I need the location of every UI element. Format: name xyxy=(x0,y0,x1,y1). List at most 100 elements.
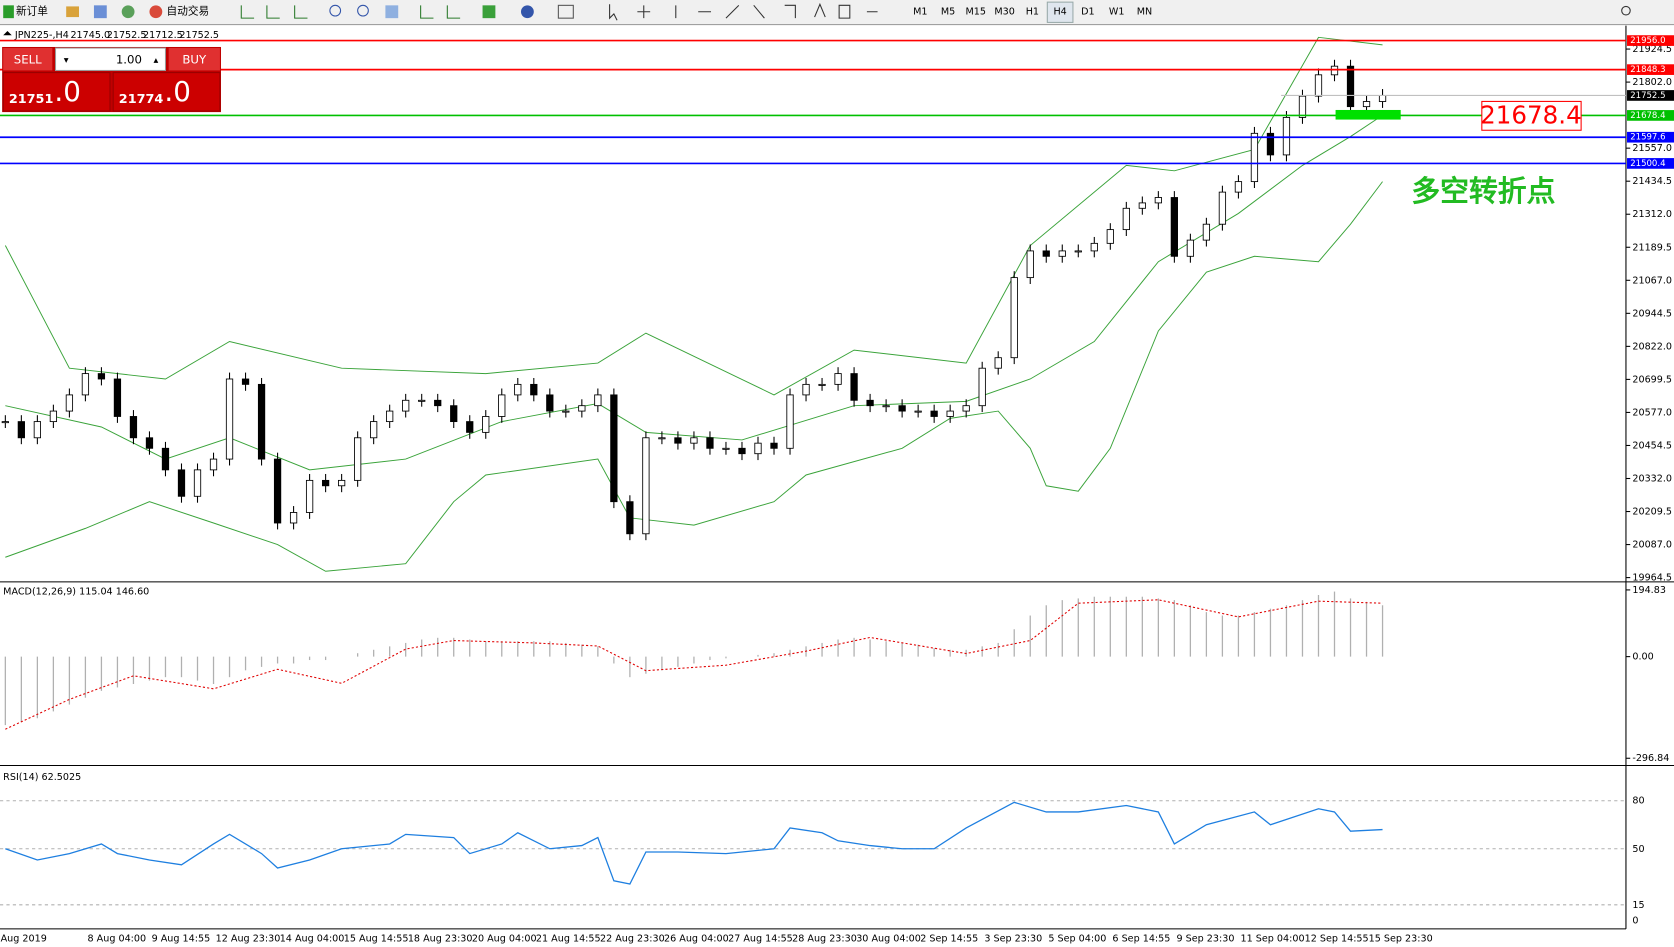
price-tick-label: 20332.0 xyxy=(1632,473,1672,484)
candle xyxy=(1122,207,1130,231)
templates[interactable] xyxy=(557,4,574,19)
tile[interactable] xyxy=(385,5,399,19)
sell-price-tail[interactable]: .0 xyxy=(54,75,80,108)
candle xyxy=(1378,95,1387,102)
buy-price-box[interactable] xyxy=(112,72,221,112)
candle xyxy=(418,399,426,402)
price-tick-label: 21067.0 xyxy=(1632,275,1672,286)
candle xyxy=(225,378,234,460)
candle xyxy=(1010,277,1018,359)
candle xyxy=(658,437,666,440)
candle xyxy=(1298,95,1307,118)
timeframe-button[interactable]: M5 xyxy=(941,7,955,18)
candle xyxy=(321,479,330,487)
new-order-icon[interactable] xyxy=(3,5,14,19)
candle xyxy=(1266,132,1275,156)
time-label: 9 Aug 14:55 xyxy=(152,933,211,944)
price-level-label: 21597.6 xyxy=(1630,133,1665,143)
timeframe-button[interactable]: MN xyxy=(1137,7,1152,18)
buy-button[interactable] xyxy=(168,48,220,71)
quote-low: 21712.5 xyxy=(143,30,183,41)
auto-trading-button[interactable]: 自动交易 xyxy=(167,5,210,18)
candle xyxy=(177,469,186,497)
toolbar-icon[interactable] xyxy=(93,5,107,19)
periods[interactable] xyxy=(520,5,534,19)
zoom-out[interactable] xyxy=(357,4,369,17)
candle xyxy=(898,405,906,412)
candle xyxy=(866,399,874,407)
time-label: 6 Aug 2019 xyxy=(0,933,47,944)
time-label: 28 Aug 23:30 xyxy=(792,933,857,944)
candle xyxy=(1218,191,1227,225)
price-tick-label: 21312.0 xyxy=(1632,209,1672,220)
candle xyxy=(1154,197,1162,204)
candle xyxy=(1330,65,1339,76)
volume-up[interactable]: ▴ xyxy=(153,55,158,66)
timeframe-button[interactable]: H4 xyxy=(1053,7,1066,18)
sell-price[interactable]: 21751 xyxy=(9,92,54,107)
volume-value[interactable]: 1.00 xyxy=(116,52,142,66)
price-tick-label: 21802.0 xyxy=(1632,77,1672,88)
candle xyxy=(1138,202,1146,209)
price-tick-label: 21189.5 xyxy=(1632,242,1672,253)
indicators[interactable] xyxy=(482,5,496,19)
time-label: 12 Sep 14:55 xyxy=(1305,933,1369,944)
rsi-tick-label: 50 xyxy=(1632,844,1644,855)
candle xyxy=(994,357,1002,369)
candle xyxy=(434,399,442,407)
volume-down[interactable]: ▾ xyxy=(64,55,69,66)
drawing-tools[interactable] xyxy=(609,2,878,21)
price-level-tag xyxy=(1627,90,1674,101)
candle xyxy=(97,373,106,380)
timeframe-button[interactable]: W1 xyxy=(1109,7,1125,18)
candle xyxy=(1042,250,1050,257)
toolbar-icon[interactable] xyxy=(121,5,135,19)
buy-price-tail[interactable]: .0 xyxy=(164,75,190,108)
timeframe-button[interactable]: H1 xyxy=(1026,7,1039,18)
time-label: 26 Aug 04:00 xyxy=(664,933,729,944)
buy-label[interactable]: BUY xyxy=(182,52,207,66)
toolbar-icon[interactable] xyxy=(66,6,80,18)
candle xyxy=(1026,250,1034,279)
sell-price-box[interactable] xyxy=(2,72,111,112)
candle xyxy=(354,437,362,481)
search[interactable] xyxy=(1621,5,1631,16)
volume-box[interactable] xyxy=(54,47,167,71)
candle xyxy=(129,416,138,439)
buy-price[interactable]: 21774 xyxy=(119,92,164,107)
new-order-button[interactable]: 新订单 xyxy=(16,5,48,18)
annotation-text: 多空转折点 xyxy=(1411,174,1555,208)
quote-open: 21745.0 xyxy=(70,30,110,41)
annotation-price: 21678.4 xyxy=(1480,100,1582,129)
candle xyxy=(674,437,682,444)
sell-button[interactable] xyxy=(3,48,53,71)
candle xyxy=(257,383,266,460)
candle xyxy=(1314,74,1323,97)
highlight-zone xyxy=(1335,109,1401,120)
zoom-in[interactable] xyxy=(329,4,342,17)
price-level-label: 21752.5 xyxy=(1630,91,1665,101)
timeframe-button[interactable]: M30 xyxy=(994,7,1014,18)
candle xyxy=(978,367,986,407)
time-label: 5 Sep 04:00 xyxy=(1048,933,1106,944)
time-label: 12 Aug 23:30 xyxy=(216,933,281,944)
candle xyxy=(65,394,74,412)
sell-label[interactable]: SELL xyxy=(14,52,42,66)
candle xyxy=(386,410,394,423)
toolbar-icons[interactable] xyxy=(240,5,461,19)
candle xyxy=(818,383,826,386)
auto-trading-icon[interactable] xyxy=(149,5,163,19)
timeframe-button[interactable]: D1 xyxy=(1081,7,1094,18)
collapse-arrow[interactable] xyxy=(3,30,12,36)
price-level-tag xyxy=(1627,131,1674,143)
annotation-box xyxy=(1481,100,1582,131)
candle xyxy=(706,437,714,449)
candle xyxy=(754,442,762,455)
rsi-line xyxy=(5,801,1383,885)
timeframe-button[interactable]: M15 xyxy=(966,7,986,18)
timeframe-button[interactable]: M1 xyxy=(913,7,927,18)
candle xyxy=(1170,197,1178,257)
quote-close: 21752.5 xyxy=(179,30,219,41)
candle xyxy=(514,383,522,396)
